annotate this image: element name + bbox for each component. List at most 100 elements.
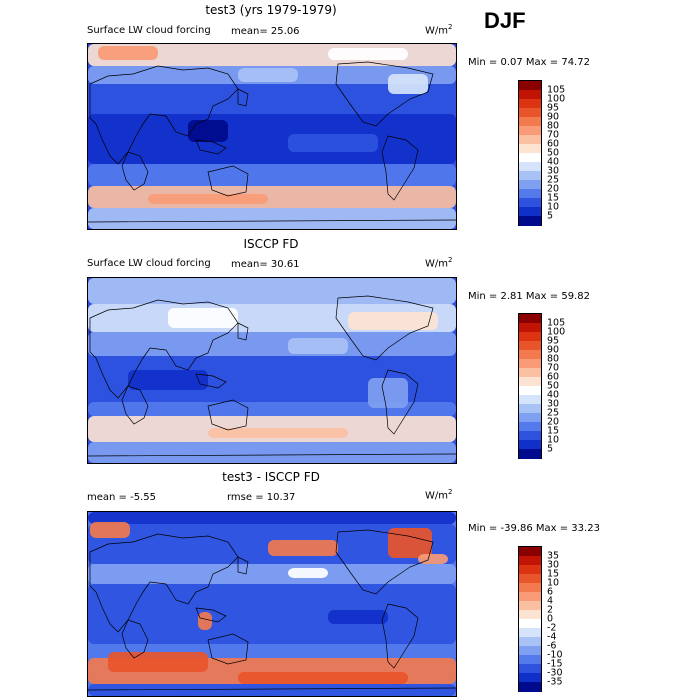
colorbar-tick-label: 30 bbox=[547, 559, 560, 571]
colorbar-swatch bbox=[519, 628, 541, 638]
panel-3-mean: mean = -5.55 bbox=[87, 492, 156, 503]
colorbar-swatch bbox=[519, 314, 541, 324]
colorbar-tick-label: 95 bbox=[547, 102, 560, 114]
colorbar-swatch bbox=[519, 565, 541, 575]
colorbar-swatch bbox=[519, 368, 541, 378]
colorbar-swatch bbox=[519, 664, 541, 674]
panel-2-title: ISCCP FD bbox=[243, 237, 299, 251]
panel-2-map bbox=[87, 277, 457, 464]
colorbar-tick-label: 50 bbox=[547, 380, 560, 392]
colorbar-swatch bbox=[519, 323, 541, 333]
colorbar-swatch bbox=[519, 422, 541, 432]
colorbar-tick-label: -6 bbox=[547, 640, 557, 652]
colorbar-swatch bbox=[519, 610, 541, 620]
colorbar-tick-label: -4 bbox=[547, 631, 557, 643]
colorbar-tick-label: 30 bbox=[547, 165, 560, 177]
colorbar-swatch bbox=[519, 332, 541, 342]
colorbar-tick-label: 70 bbox=[547, 362, 560, 374]
colorbar-swatch bbox=[519, 198, 541, 208]
colorbar-swatch bbox=[519, 377, 541, 387]
colorbar-swatch bbox=[519, 207, 541, 217]
colorbar-swatch bbox=[519, 637, 541, 647]
colorbar-tick-label: 60 bbox=[547, 371, 560, 383]
colorbar-swatch bbox=[519, 592, 541, 602]
colorbar-tick-label: 25 bbox=[547, 407, 560, 419]
colorbar-tick-label: 60 bbox=[547, 138, 560, 150]
colorbar-swatch bbox=[519, 117, 541, 127]
panel-3-rmse: rmse = 10.37 bbox=[227, 492, 296, 503]
colorbar-tick-label: 50 bbox=[547, 147, 560, 159]
colorbar-tick-label: -10 bbox=[547, 649, 563, 661]
colorbar-tick-label: 4 bbox=[547, 595, 554, 607]
colorbar-tick-label: 5 bbox=[547, 210, 554, 222]
season-label: DJF bbox=[484, 8, 526, 33]
colorbar-swatch bbox=[519, 682, 541, 692]
colorbar-swatch bbox=[519, 655, 541, 665]
colorbar-swatch bbox=[519, 556, 541, 566]
colorbar-swatch bbox=[519, 108, 541, 118]
colorbar-swatch bbox=[519, 583, 541, 593]
panel-3-units: W/m2 bbox=[425, 488, 453, 502]
colorbar-swatch bbox=[519, 81, 541, 91]
colorbar-swatch bbox=[519, 601, 541, 611]
colorbar-swatch bbox=[519, 341, 541, 351]
colorbar-swatch bbox=[519, 413, 541, 423]
colorbar-swatch bbox=[519, 171, 541, 181]
colorbar-swatch bbox=[519, 350, 541, 360]
panel-1-minmax: Min = 0.07 Max = 74.72 bbox=[468, 57, 590, 68]
colorbar-swatch bbox=[519, 673, 541, 683]
colorbar-swatch bbox=[519, 431, 541, 441]
colorbar-swatch bbox=[519, 135, 541, 145]
colorbar-tick-label: 15 bbox=[547, 425, 560, 437]
colorbar-swatch bbox=[519, 126, 541, 136]
colorbar-tick-label: 5 bbox=[547, 443, 554, 455]
colorbar-tick-label: 0 bbox=[547, 613, 554, 625]
panel-3-minmax: Min = -39.86 Max = 33.23 bbox=[468, 523, 600, 534]
panel-1-subtitle: Surface LW cloud forcing bbox=[87, 25, 211, 36]
panel-3-colorbar: 35 30 15 10 6 4 2 0 -2 -4 -6 -10 -15 -30 -35 bbox=[518, 546, 563, 692]
colorbar-tick-label: 6 bbox=[547, 586, 554, 598]
panel-3-map bbox=[87, 511, 457, 697]
colorbar-tick-label: 15 bbox=[547, 568, 560, 580]
colorbar-swatch bbox=[519, 162, 541, 172]
colorbar-tick-label: 70 bbox=[547, 129, 560, 141]
colorbar-swatch bbox=[519, 386, 541, 396]
colorbar-swatch bbox=[519, 99, 541, 109]
colorbar-tick-label: 2 bbox=[547, 604, 554, 616]
colorbar-swatch bbox=[519, 144, 541, 154]
colorbar-swatch bbox=[519, 395, 541, 405]
colorbar-tick-label: 100 bbox=[547, 326, 566, 338]
colorbar-tick-label: 15 bbox=[547, 192, 560, 204]
panel-1-colorbar: 105 100 95 90 80 70 60 50 40 30 25 20 15 10 5 bbox=[518, 80, 565, 226]
colorbar-tick-label: 105 bbox=[547, 84, 566, 96]
panel-2-units: W/m2 bbox=[425, 256, 453, 270]
colorbar-tick-label: 40 bbox=[547, 156, 560, 168]
panel-1-title: test3 (yrs 1979-1979) bbox=[205, 3, 337, 17]
colorbar-tick-label: 90 bbox=[547, 344, 560, 356]
colorbar-swatch bbox=[519, 547, 541, 557]
colorbar-tick-label: -2 bbox=[547, 622, 557, 634]
colorbar-swatch bbox=[519, 180, 541, 190]
colorbar-swatch bbox=[519, 646, 541, 656]
colorbar-tick-label: 90 bbox=[547, 111, 560, 123]
panel-1-map bbox=[87, 43, 457, 230]
colorbar-swatch bbox=[519, 404, 541, 414]
colorbar-tick-label: 10 bbox=[547, 577, 560, 589]
colorbar-tick-label: 35 bbox=[547, 550, 560, 562]
colorbar-tick-label: 105 bbox=[547, 317, 566, 329]
colorbar-swatch bbox=[519, 440, 541, 450]
colorbar-tick-label: 95 bbox=[547, 335, 560, 347]
panel-2-mean: mean= 30.61 bbox=[231, 259, 300, 270]
colorbar-swatch bbox=[519, 153, 541, 163]
colorbar-tick-label: 40 bbox=[547, 389, 560, 401]
panel-2-minmax: Min = 2.81 Max = 59.82 bbox=[468, 291, 590, 302]
colorbar-swatch bbox=[519, 90, 541, 100]
colorbar-tick-label: 25 bbox=[547, 174, 560, 186]
colorbar-swatch bbox=[519, 216, 541, 226]
colorbar-swatch bbox=[519, 449, 541, 459]
panel-2-subtitle: Surface LW cloud forcing bbox=[87, 258, 211, 269]
colorbar-swatch bbox=[519, 359, 541, 369]
colorbar-tick-label: -35 bbox=[547, 676, 563, 688]
colorbar-tick-label: -30 bbox=[547, 667, 563, 679]
colorbar-swatch bbox=[519, 574, 541, 584]
